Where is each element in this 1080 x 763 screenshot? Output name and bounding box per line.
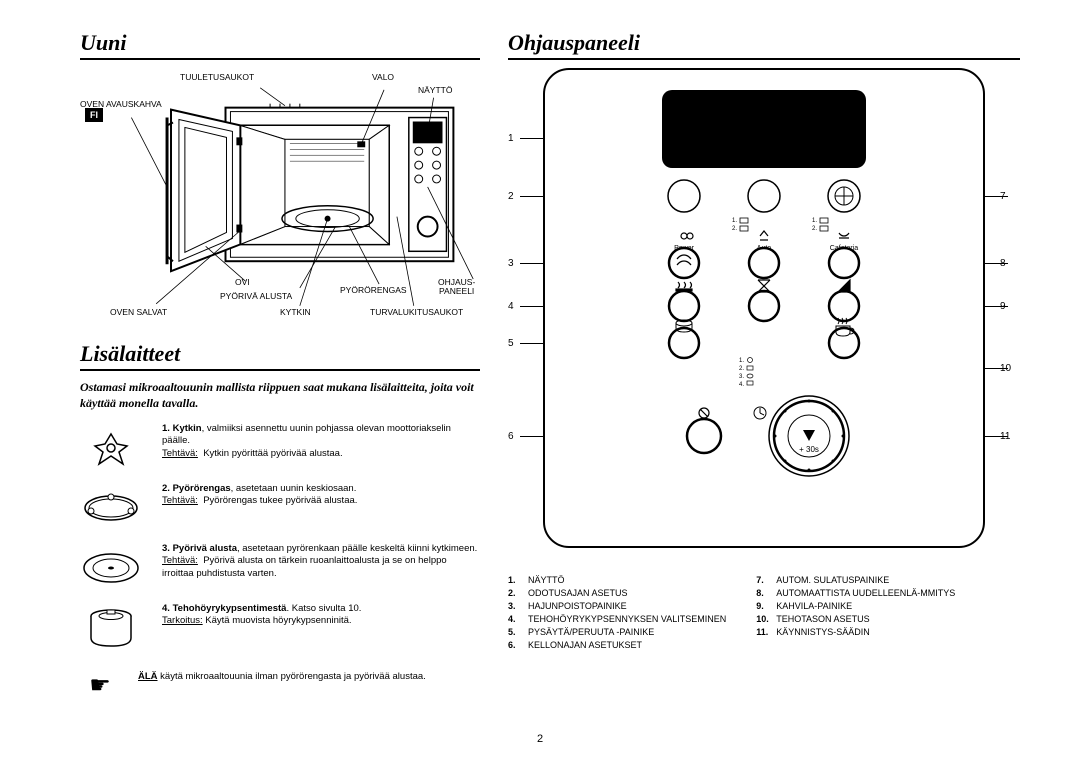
legend-col-right: 7.AUTOM. SULATUSPAINIKE 8.AUTOMAATTISTA … (756, 574, 955, 652)
steam-cooker-icon (80, 603, 142, 653)
label-avauskahva: OVEN AVAUSKAHVA (80, 100, 170, 109)
label-ovi: OVI (235, 278, 250, 287)
accessory-item: 1. Kytkin, valmiiksi asennettu uunin poh… (80, 423, 480, 473)
svg-text:1.: 1. (732, 218, 737, 224)
panel-numbers-left: 1 2 3 4 5 6 (508, 68, 528, 558)
legend-item: 9.KAHVILA-PAINIKE (756, 600, 955, 613)
label-kytkin: KYTKIN (280, 308, 311, 317)
control-panel-body: Power Auto Cafeteria 1.2. 1.2. (543, 68, 985, 548)
page-number: 2 (0, 733, 1080, 745)
accessory-item: 4. Tehohöyrykypsentimestä. Katso sivulta… (80, 603, 480, 653)
panel-illustration: Power Auto Cafeteria 1.2. 1.2. (545, 70, 983, 546)
svg-text:+ 30s: + 30s (799, 445, 819, 454)
svg-text:3.: 3. (739, 374, 744, 380)
svg-text:2.: 2. (812, 226, 817, 232)
section-ohjauspaneeli-title: Ohjauspaneeli (508, 30, 1020, 60)
accessory-text: 2. Pyörörengas, asetetaan uunin keskiosa… (162, 483, 480, 533)
accessory-item: 2. Pyörörengas, asetetaan uunin keskiosa… (80, 483, 480, 533)
oven-diagram: TUULETUSAUKOT VALO NÄYTTÖ OVEN AVAUSKAHV… (80, 68, 480, 326)
label-turvalukitusaukot: TURVALUKITUSAUKOT (370, 308, 463, 317)
legend-item: 7.AUTOM. SULATUSPAINIKE (756, 574, 955, 587)
accessory-item: 3. Pyörivä alusta, asetetaan pyrörenkaan… (80, 543, 480, 593)
svg-text:1.: 1. (812, 218, 817, 224)
svg-text:4.: 4. (739, 382, 744, 388)
accessory-text: 4. Tehohöyrykypsentimestä. Katso sivulta… (162, 603, 480, 653)
legend-item: 10.TEHOTASON ASETUS (756, 613, 955, 626)
legend-col-left: 1.NÄYTTÖ 2.ODOTUSAJAN ASETUS 3.HAJUNPOIS… (508, 574, 726, 652)
legend-item: 11.KÄYNNISTYS-SÄÄDIN (756, 626, 955, 639)
accessories-intro: Ostamasi mikroaaltouunin mallista riippu… (80, 379, 480, 411)
panel-numbers-right: 7 8 9 10 11 (1000, 68, 1020, 558)
coupler-icon (80, 423, 142, 473)
panel-legend: 1.NÄYTTÖ 2.ODOTUSAJAN ASETUS 3.HAJUNPOIS… (508, 574, 1020, 652)
accessory-text: 3. Pyörivä alusta, asetetaan pyrörenkaan… (162, 543, 480, 593)
legend-item: 1.NÄYTTÖ (508, 574, 726, 587)
label-valo: VALO (372, 73, 394, 82)
legend-item: 8.AUTOMAATTISTA UUDELLEENLÄ-MMITYS (756, 587, 955, 600)
warning-note: ☛ ÄLÄ käytä mikroaaltouunia ilman pyörör… (80, 671, 480, 700)
accessory-text: 1. Kytkin, valmiiksi asennettu uunin poh… (162, 423, 480, 473)
svg-text:2.: 2. (739, 366, 744, 372)
control-panel-diagram: 1 2 3 4 5 6 7 8 9 10 11 (508, 68, 1020, 558)
turntable-icon (80, 543, 142, 593)
svg-text:2.: 2. (732, 226, 737, 232)
legend-item: 5.PYSÄYTÄ/PERUUTA -PAINIKE (508, 626, 726, 639)
svg-text:1.: 1. (739, 358, 744, 364)
legend-item: 6.KELLONAJAN ASETUKSET (508, 639, 726, 652)
legend-item: 2.ODOTUSAJAN ASETUS (508, 587, 726, 600)
label-pyororengas: PYÖRÖRENGAS (340, 286, 407, 295)
section-lisalaitteet-title: Lisälaitteet (80, 341, 480, 371)
label-naytto: NÄYTTÖ (418, 86, 452, 95)
label-pyoriva-alusta: PYÖRIVÄ ALUSTA (220, 292, 292, 301)
pointing-hand-icon: ☛ (80, 671, 120, 700)
roller-ring-icon (80, 483, 142, 533)
legend-item: 3.HAJUNPOISTOPAINIKE (508, 600, 726, 613)
label-ohjauspaneeli: OHJAUS- PANEELI (438, 278, 475, 297)
legend-item: 4.TEHOHÖYRYKYPSENNYKSEN VALITSEMINEN (508, 613, 726, 626)
warning-text: ÄLÄ käytä mikroaaltouunia ilman pyörören… (138, 671, 426, 700)
label-salvat: OVEN SALVAT (110, 308, 167, 317)
section-uuni-title: Uuni (80, 30, 480, 60)
label-tuuletusaukot: TUULETUSAUKOT (180, 73, 254, 82)
